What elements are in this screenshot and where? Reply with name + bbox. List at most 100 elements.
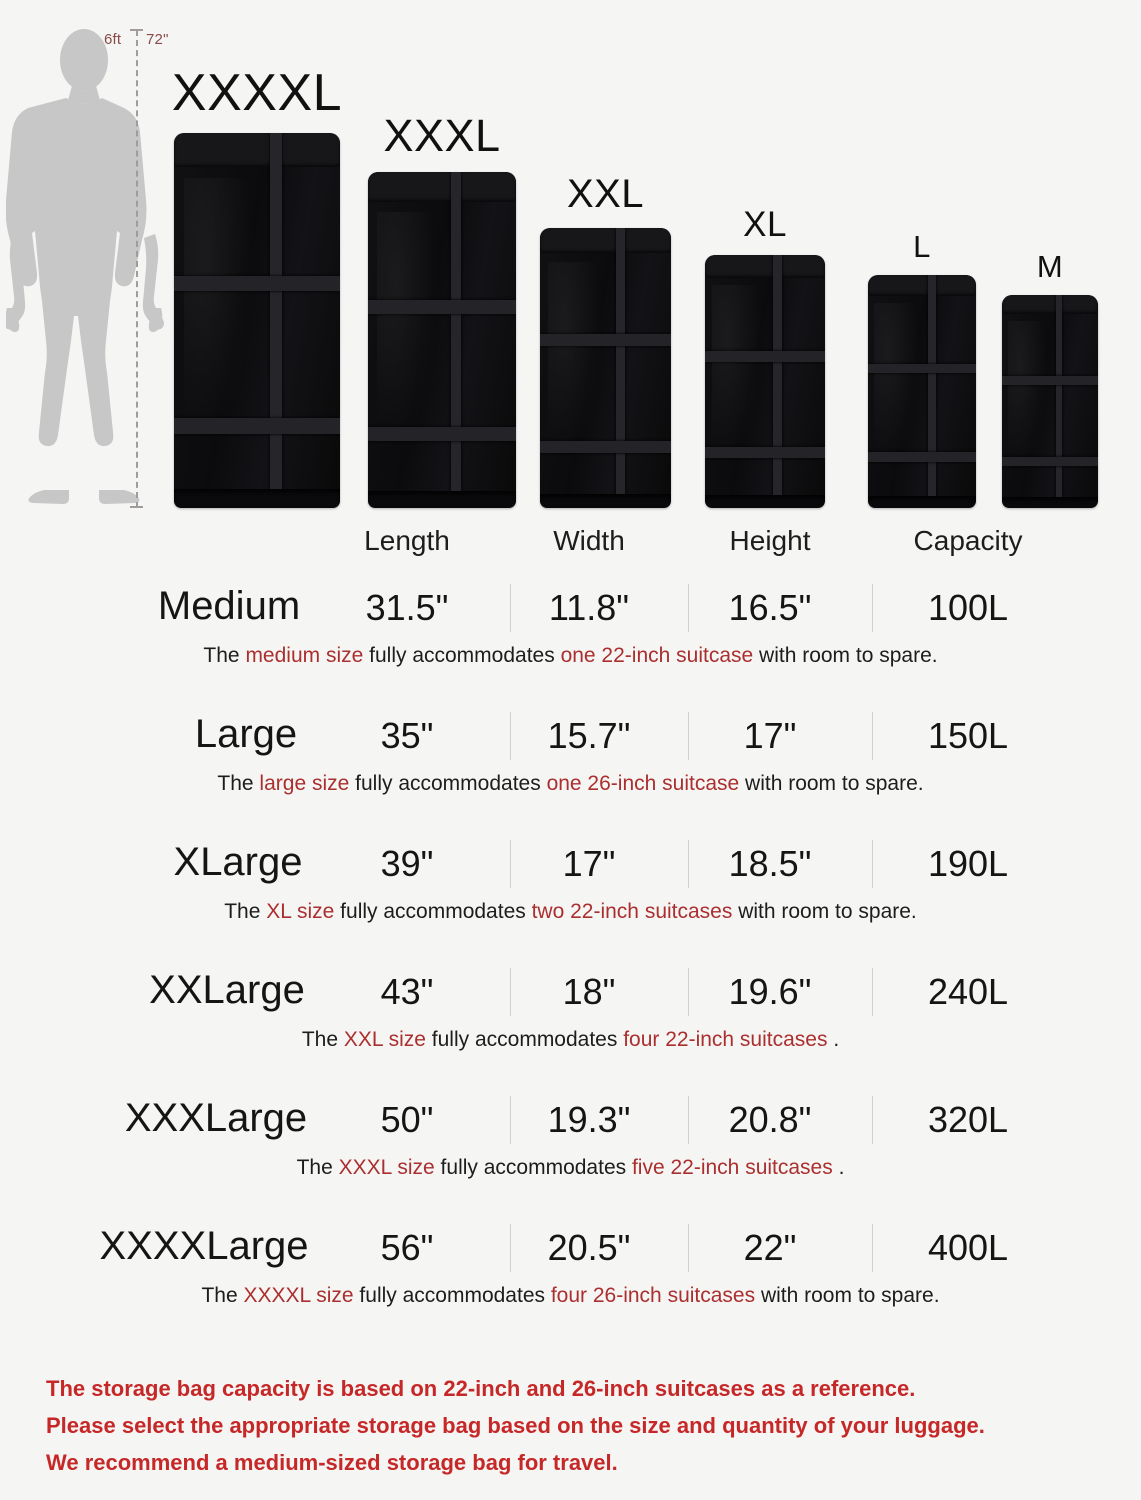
column-divider-1: [510, 584, 511, 632]
size-spec-table: Length Width Height Capacity Medium 31.5" 11.…: [0, 525, 1141, 1348]
size-name: Medium: [157, 584, 301, 628]
footer-notes: The storage bag capacity is based on 22-…: [46, 1370, 1106, 1481]
column-divider-3: [872, 968, 873, 1016]
description-text: .: [827, 1028, 840, 1051]
cell-length: 50": [380, 1099, 434, 1140]
row-description: The medium size fully accommodates one 2…: [0, 642, 1141, 670]
description-highlight: XXL size: [343, 1028, 426, 1051]
table-row: XLarge 39" 17" 18.5" 190L The XL size fully a…: [0, 836, 1141, 964]
bag-label-xxxxl: XXXXL: [171, 64, 343, 122]
bag-horizontal-strap-2: [368, 427, 516, 442]
column-header-length: Length: [364, 525, 450, 556]
bag-top-lip: [368, 172, 516, 203]
description-text: The: [203, 644, 246, 667]
description-text: with room to spare.: [732, 900, 917, 923]
bag-highlight: [183, 178, 254, 441]
bag-top-lip: [868, 275, 976, 296]
cell-length: 31.5": [365, 587, 449, 628]
column-divider-2: [688, 584, 689, 632]
bag-horizontal-strap-1: [540, 334, 671, 347]
description-highlight: one 26-inch suitcase: [546, 772, 740, 795]
measure-feet-label: 6ft: [104, 31, 122, 48]
row-description: The XXL size fully accommodates four 22-…: [0, 1026, 1141, 1054]
bag-xl: XL: [705, 205, 825, 508]
cell-height: 16.5": [728, 587, 812, 628]
bag-bottom-edge: [705, 495, 825, 508]
table-row: Large 35" 15.7" 17" 150L The large size fully…: [0, 708, 1141, 836]
bag-vertical-strap: [615, 228, 626, 508]
description-text: fully accommodates: [425, 1028, 624, 1051]
description-text: fully accommodates: [334, 900, 532, 923]
cell-capacity: 100L: [927, 587, 1009, 628]
description-text: with room to spare.: [753, 644, 938, 667]
bag-top-lip: [174, 133, 340, 167]
column-header-capacity: Capacity: [913, 525, 1023, 556]
column-divider-3: [872, 840, 873, 888]
bag-horizontal-strap-2: [174, 418, 340, 434]
row-description: The XL size fully accommodates two 22-in…: [0, 898, 1141, 926]
bag-body: [174, 133, 340, 508]
bag-body: [368, 172, 516, 508]
description-highlight: five 22-inch suitcases: [631, 1156, 833, 1179]
cell-width: 15.7": [547, 715, 631, 756]
bag-label-m: M: [1036, 249, 1064, 284]
cell-width: 20.5": [547, 1227, 631, 1268]
cell-height: 18.5": [728, 843, 812, 884]
description-text: fully accommodates: [434, 1156, 632, 1179]
bag-m: M: [1002, 249, 1098, 508]
row-description: The large size fully accommodates one 26…: [0, 770, 1141, 798]
description-highlight: XXXXL size: [243, 1284, 354, 1307]
bag-label-xxl: XXL: [566, 172, 645, 216]
bag-xxxl: XXXL: [368, 110, 516, 508]
row-values: XXLarge 43" 18" 19.6" 240L: [0, 964, 1141, 1026]
bag-highlight: [547, 261, 603, 458]
column-divider-3: [872, 712, 873, 760]
bag-horizontal-strap-2: [1002, 456, 1098, 466]
cell-length: 43": [380, 971, 434, 1012]
description-text: with room to spare.: [739, 772, 924, 795]
description-text: fully accommodates: [363, 644, 561, 667]
measure-inch-label: 72": [146, 31, 169, 48]
cell-capacity: 320L: [927, 1099, 1009, 1140]
bag-horizontal-strap-1: [705, 351, 825, 362]
bag-horizontal-strap-2: [705, 447, 825, 458]
column-divider-2: [688, 1224, 689, 1272]
description-text: The: [224, 900, 267, 923]
bag-horizontal-strap-1: [1002, 375, 1098, 385]
bag-label-xl: XL: [743, 205, 787, 244]
bag-bottom-edge: [368, 491, 516, 508]
bag-l: L: [868, 229, 976, 508]
cell-height: 20.8": [728, 1099, 812, 1140]
column-divider-3: [872, 1224, 873, 1272]
table-row: XXXLarge 50" 19.3" 20.8" 320L The XXXL size f…: [0, 1092, 1141, 1220]
description-highlight: XXXL size: [338, 1156, 435, 1179]
bag-horizontal-strap-1: [868, 363, 976, 374]
bag-label-l: L: [913, 229, 931, 264]
column-divider-1: [510, 840, 511, 888]
cell-length: 35": [380, 715, 434, 756]
bag-body: [705, 255, 825, 508]
row-values: XXXLarge 50" 19.3" 20.8" 320L: [0, 1092, 1141, 1154]
description-text: with room to spare.: [755, 1284, 940, 1307]
column-divider-1: [510, 1096, 511, 1144]
bag-highlight: [1007, 320, 1049, 470]
bag-highlight: [874, 302, 920, 467]
cell-height: 17": [743, 715, 797, 756]
row-values: Large 35" 15.7" 17" 150L: [0, 708, 1141, 770]
footer-note-3: We recommend a medium-sized storage bag …: [46, 1450, 618, 1475]
size-comparison-illustration: 6ft 72" XXXXL XXXL XXL XL L M: [0, 0, 1141, 525]
description-highlight: one 22-inch suitcase: [560, 644, 754, 667]
description-text: fully accommodates: [349, 772, 547, 795]
bag-xxxxl: XXXXL: [172, 64, 342, 508]
table-rows: Medium 31.5" 11.8" 16.5" 100L The medium size…: [0, 580, 1141, 1348]
cell-width: 11.8": [548, 587, 630, 628]
cell-length: 56": [380, 1227, 434, 1268]
column-divider-2: [688, 1096, 689, 1144]
cell-height: 19.6": [728, 971, 812, 1012]
description-highlight: four 22-inch suitcases: [623, 1028, 828, 1051]
column-divider-1: [510, 1224, 511, 1272]
height-measure-line: [136, 30, 138, 508]
description-text: .: [832, 1156, 845, 1179]
bag-top-lip: [540, 228, 671, 254]
size-name: Large: [194, 712, 298, 756]
